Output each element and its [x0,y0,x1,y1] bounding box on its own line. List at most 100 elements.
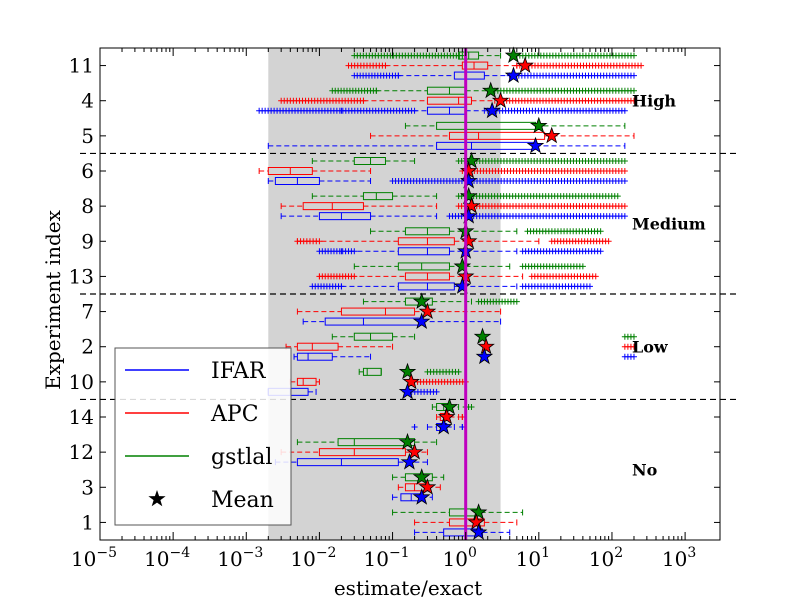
gstlal-mean-star [473,327,492,345]
APC-box [296,377,317,386]
IFAR-outlier-high [621,213,628,220]
gstlal-outlier-high [614,193,621,200]
APC-outlier-high [630,97,637,104]
gstlal-box [362,367,382,376]
legend-label-gstlal: gstlal [211,445,272,470]
APC-mean-star [477,337,495,355]
IFAR-box [296,458,399,467]
x-axis-label: estimate/exact [334,576,482,600]
gstlal-outlier-low [373,87,380,94]
y-tick-label-8: 8 [81,194,94,218]
gstlal-outlier-high [455,368,462,375]
y-tick-label-4: 4 [81,89,94,113]
IFAR-outlier-low [411,424,418,430]
IFAR-mean-star [459,206,478,224]
y-tick-label-1: 1 [81,510,94,534]
APC-box [397,237,455,246]
APC-mean-star [418,478,437,495]
y-axis-label: Experiment index [41,209,65,389]
x-tick-label: 10−4 [144,545,190,571]
IFAR-mean-star [412,312,431,329]
gstlal-box [353,332,394,341]
y-tick-label-5: 5 [81,124,94,148]
APC-outlier-high [621,203,628,210]
IFAR-outlier-low [411,107,418,114]
y-tick-label-10: 10 [69,370,94,394]
APC-mean-star [402,372,420,390]
APC-outlier-high [630,343,637,350]
IFAR-mean-star [483,101,501,119]
legend-swatch-mean [148,490,166,507]
APC-mean-star [467,513,486,530]
IFAR-outlier-high [597,248,604,255]
gstlal-mean-star [453,257,472,274]
APC-mean-star [405,442,424,460]
gstlal-outlier-high [630,333,637,340]
gstlal-mean-star [412,468,431,485]
gstlal-outlier-high [621,158,628,164]
APC-outlier-low [351,273,358,280]
IFAR-outlier-high [621,107,628,114]
IFAR-outlier-high [621,178,628,184]
y-tick-label-9: 9 [81,229,94,253]
APC-mean-star [437,407,456,425]
gstlal-outlier-high [579,263,586,270]
x-tick-label: 10−1 [364,545,410,571]
IFAR-box [397,247,450,256]
gstlal-box [362,192,394,201]
legend-label-mean: Mean [211,488,274,513]
x-tick-label: 102 [589,545,623,571]
APC-outlier-high [638,62,645,69]
IFAR-mean-star [398,382,417,400]
gstlal-mean-star [469,503,488,520]
gstlal-outlier-high [630,52,637,59]
IFAR-outlier-high [586,283,593,290]
APC-outlier-low [360,97,367,104]
IFAR-outlier-high [630,353,637,360]
IFAR-mean-star [459,171,478,189]
APC-box [318,448,406,457]
x-tick-label: 10−3 [217,545,263,571]
gstlal-mean-star [412,292,431,309]
y-tick-label-14: 14 [69,405,94,429]
group-label-medium: Medium [632,215,706,234]
IFAR-outlier-high [433,388,440,395]
IFAR-mean-star [469,523,488,540]
APC-outlier-high [605,238,612,245]
APC-mean-star [491,91,510,109]
APC-mean-star [516,56,534,73]
APC-outlier-high [592,273,599,280]
gstlal-mean-star [504,46,523,63]
gstlal-box [397,262,450,271]
gstlal-mean-star [481,81,500,99]
y-tick-label-6: 6 [81,159,94,183]
x-tick-label: 10−5 [71,545,117,571]
gstlal-mean-star [459,186,478,204]
legend: IFAR APC gstlal Mean [114,347,292,526]
group-label-high: High [632,92,676,111]
IFAR-box [318,212,372,221]
IFAR-mean-star [475,347,494,365]
APC-outlier-high [621,168,628,174]
IFAR-mean-star [400,452,419,470]
gstlal-outlier-high [630,87,637,94]
IFAR-mean-star [434,417,453,435]
IFAR-mean-star [526,136,545,154]
x-tick-label: 10−2 [290,545,336,571]
APC-outlier-low [382,62,389,69]
legend-label-apc: APC [210,402,259,427]
gstlal-outlier-high [597,228,604,235]
gstlal-outlier-high [468,404,475,410]
y-tick-label-7: 7 [81,300,94,324]
APC-mean-star [542,126,561,144]
IFAR-box [296,352,333,361]
y-tick-label-3: 3 [81,475,94,499]
gstlal-outlier-high [513,298,520,305]
IFAR-outlier-low [338,283,345,290]
y-tick-label-2: 2 [81,335,94,359]
group-label-no: No [632,461,658,480]
y-tick-label-12: 12 [69,440,94,464]
APC-box [461,61,489,70]
gstlal-mean-star [440,397,459,415]
